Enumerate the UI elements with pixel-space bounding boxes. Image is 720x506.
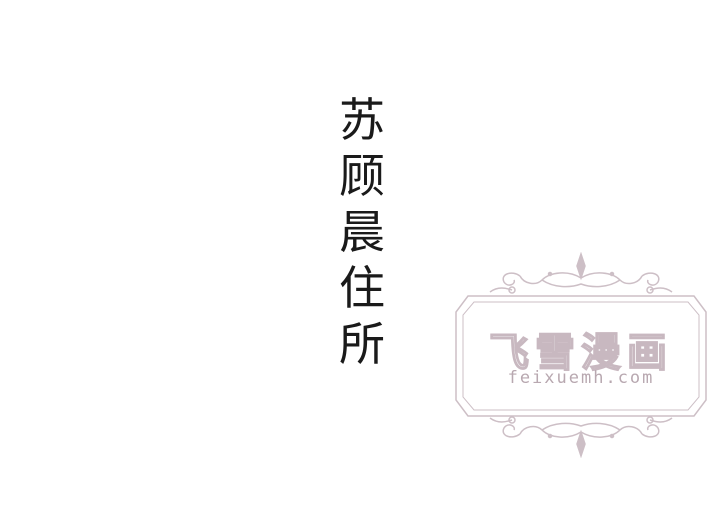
- watermark-frame: [455, 252, 707, 458]
- caption-char: 苏: [339, 93, 385, 147]
- watermark-title: 飞雪漫画: [488, 329, 673, 377]
- watermark-url: feixuemh.com: [507, 368, 655, 388]
- caption-char: 顾: [339, 149, 385, 203]
- watermark-logo: 飞雪漫画 feixuemh.com: [450, 252, 712, 458]
- vertical-caption: 苏 顾 晨 住 所: [336, 92, 388, 372]
- caption-char: 晨: [339, 205, 385, 259]
- caption-char: 住: [339, 261, 385, 315]
- caption-char: 所: [339, 317, 385, 371]
